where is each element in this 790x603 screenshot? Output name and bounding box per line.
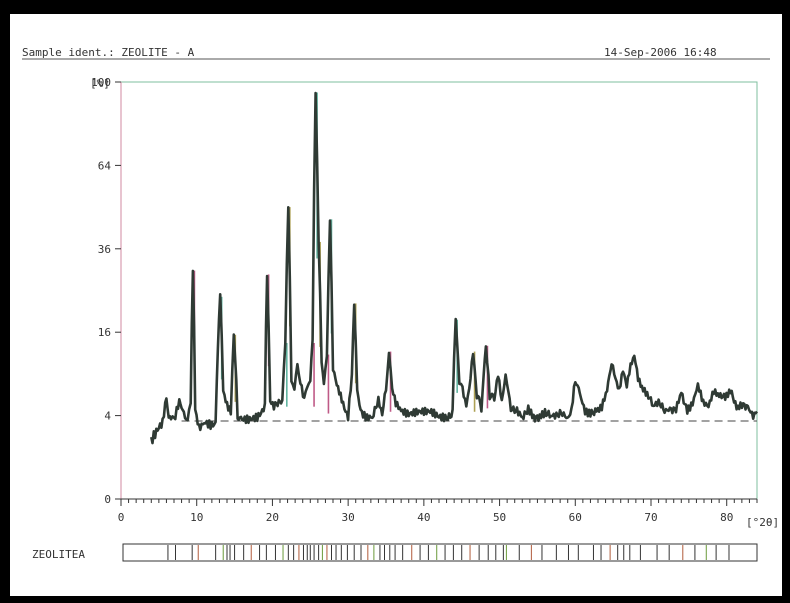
y-tick-label: 36 [98,243,111,256]
x-unit-label: [°2θ] [746,516,779,529]
reference-lines [167,545,730,560]
y-tick-label: 100 [91,76,111,89]
x-tick-label: 0 [118,511,125,524]
reference-label: ZEOLITEA [32,548,85,561]
plot-area [120,81,758,500]
x-tick-label: 80 [720,511,733,524]
y-tick-label: 64 [98,159,112,172]
x-tick-label: 10 [190,511,203,524]
x-tick-label: 20 [266,511,279,524]
x-tick-label: 60 [569,511,582,524]
xrd-chart: Sample ident.: ZEOLITE - A 14-Sep-2006 1… [22,46,779,562]
peak-highlights [193,92,489,414]
x-tick-label: 70 [644,511,657,524]
sample-ident-label: Sample ident.: ZEOLITE - A [22,46,195,59]
timestamp-label: 14-Sep-2006 16:48 [604,46,717,59]
y-tick-label: 4 [104,410,111,423]
y-tick-label: 16 [98,326,111,339]
diffraction-trace [150,91,759,445]
x-tick-label: 30 [342,511,355,524]
y-unit-label: [%] [90,77,110,90]
reference-strip [122,543,758,562]
y-tick-label: 0 [104,493,111,506]
x-tick-label: 40 [417,511,430,524]
x-tick-label: 50 [493,511,506,524]
chart-frame: Sample ident.: ZEOLITE - A 14-Sep-2006 1… [10,14,782,596]
x-ticks: 0 10 20 30 40 50 60 70 80 [118,499,758,524]
y-ticks: 0 4 16 36 64 100 [91,76,121,506]
